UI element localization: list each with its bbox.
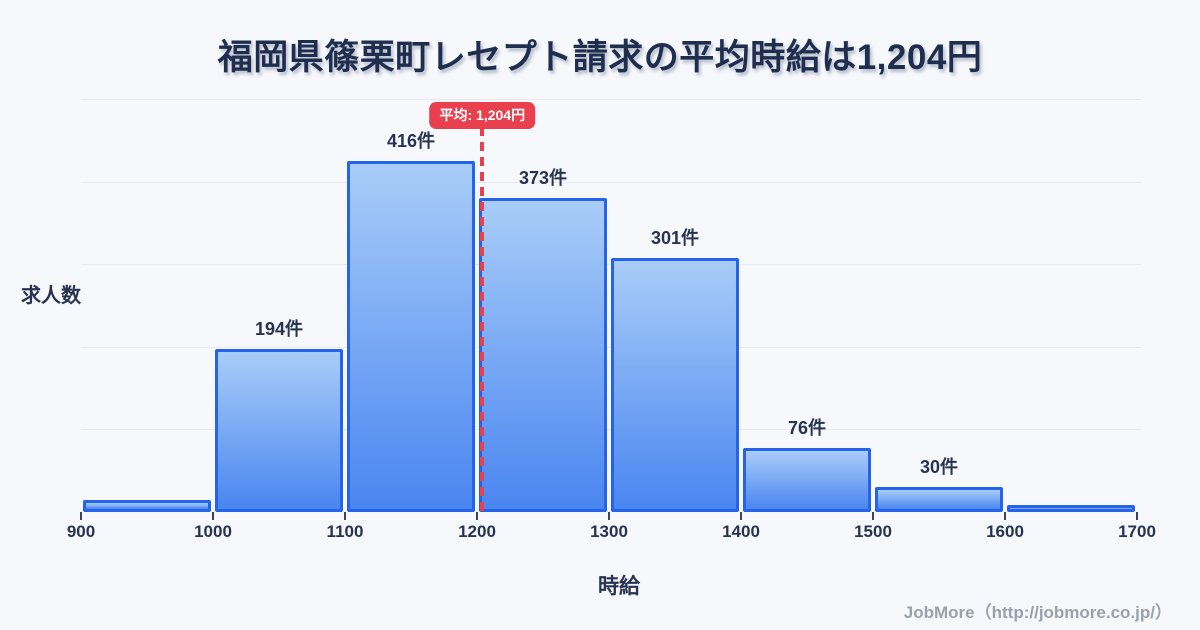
histogram-bar — [479, 197, 607, 512]
bar-count-label: 373件 — [518, 167, 568, 188]
x-axis-tick-label: 1600 — [986, 522, 1024, 541]
x-axis-tick-label: 1100 — [326, 522, 364, 541]
x-axis-tick — [872, 512, 874, 520]
x-axis-tick — [212, 512, 214, 520]
bar-count-label: 30件 — [919, 456, 959, 477]
x-axis-tick-label: 1400 — [722, 522, 760, 541]
x-axis-tick-label: 1000 — [194, 522, 232, 541]
histogram-bar — [743, 447, 871, 512]
bar-count-label: 416件 — [386, 131, 436, 152]
x-axis-tick — [476, 512, 478, 520]
histogram-bar — [875, 486, 1003, 512]
bar-count-label: 194件 — [254, 318, 304, 339]
x-axis-tick — [80, 512, 82, 520]
histogram-bar — [611, 258, 739, 512]
bar-count-label: 301件 — [650, 228, 700, 249]
x-axis-label: 時給 — [598, 575, 640, 598]
x-axis-tick-label: 900 — [66, 522, 96, 541]
x-axis-tick — [344, 512, 346, 520]
x-axis-tick-label: 1500 — [854, 522, 892, 541]
bar-count-label: 76件 — [787, 417, 827, 438]
chart-title: 福岡県篠栗町レセプト請求の平均時給は1,204円 — [217, 38, 983, 77]
plot-area: 194件 416件 373件 301件 76件 30件 900 1000 1100 1200 130… — [67, 99, 1156, 541]
histogram-bar — [1007, 505, 1135, 512]
x-axis-tick — [740, 512, 742, 520]
y-axis-label: 求人数 — [21, 285, 81, 307]
gridline — [81, 181, 1141, 183]
histogram-bar — [215, 348, 343, 512]
x-axis-tick — [1004, 512, 1006, 520]
x-axis-tick-label: 1200 — [458, 522, 496, 541]
average-badge: 平均: 1,204円 — [429, 102, 536, 129]
average-line — [480, 127, 485, 512]
x-axis-tick — [1136, 512, 1138, 520]
x-axis-tick-label: 1700 — [1118, 522, 1156, 541]
x-axis-tick — [608, 512, 610, 520]
histogram-bar — [83, 500, 211, 512]
histogram-bar — [347, 161, 475, 512]
x-axis-tick-label: 1300 — [590, 522, 628, 541]
footer-credit: JobMore（http://jobmore.co.jp/） — [903, 603, 1172, 622]
gridline — [81, 99, 1141, 100]
